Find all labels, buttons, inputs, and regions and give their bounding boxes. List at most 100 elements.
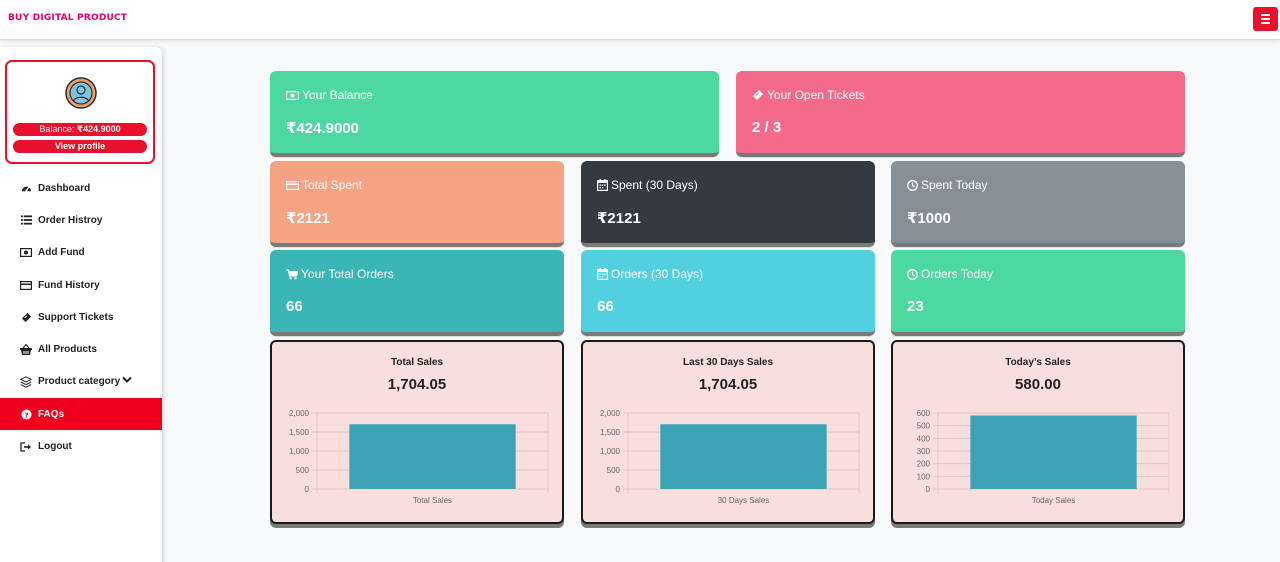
spent-30-days-value: ₹2121 [597, 210, 641, 227]
credit-card-icon [20, 279, 32, 291]
y-tick-label: 1,500 [289, 428, 310, 437]
y-tick-label: 1,500 [600, 428, 621, 437]
y-tick-label: 1,000 [289, 447, 310, 456]
chart-bar [349, 424, 516, 489]
sidebar-item-order-history[interactable]: Order Histroy [0, 204, 162, 236]
todays-sales-chart: 0 100 200 300 400 500 600 Today Sales [917, 409, 1170, 505]
y-tick-label: 0 [616, 485, 621, 494]
money-icon [286, 90, 299, 100]
card-label: Your Total Orders [301, 267, 394, 281]
ticket-icon [753, 90, 763, 100]
open-tickets-card[interactable]: Your Open Tickets 2 / 3 [736, 71, 1185, 157]
orders-30-days-card[interactable]: Orders (30 Days) 66 [581, 250, 875, 336]
question-circle-icon: ? [20, 408, 32, 420]
tachometer-icon [20, 182, 32, 194]
total-sales-chart-card: Total Sales 1,704.05 0 500 1,000 1,500 2,000… [270, 340, 564, 524]
total-spent-value: ₹2121 [286, 210, 330, 227]
chevron-down-icon[interactable] [122, 376, 132, 387]
sidebar-item-label: Dashboard [38, 182, 91, 194]
sidebar-item-label: All Products [38, 344, 97, 356]
total-spent-card[interactable]: Total Spent ₹2121 [270, 161, 564, 247]
chart-title: Total Sales [390, 357, 444, 368]
user-avatar-icon [65, 77, 97, 109]
card-label: Your Balance [302, 88, 373, 102]
x-tick-label: 30 Days Sales [718, 496, 770, 505]
chart-value: 1,704.05 [387, 376, 447, 393]
sidebar-item-add-fund[interactable]: Add Fund [0, 237, 162, 269]
sidebar-item-product-category[interactable]: Product category [0, 366, 162, 398]
total-sales-chart: 0 500 1,000 1,500 2,000 Total Sales [289, 409, 549, 505]
orders-today-value: 23 [907, 298, 924, 315]
orders-today-card[interactable]: Orders Today 23 [891, 250, 1185, 336]
card-label: Orders (30 Days) [611, 267, 704, 281]
open-tickets-value: 2 / 3 [752, 119, 782, 136]
y-tick-label: 600 [917, 409, 931, 418]
money-icon [20, 247, 32, 259]
sidebar-item-label: Fund History [38, 279, 100, 291]
svg-text:?: ? [24, 410, 28, 419]
y-tick-label: 500 [296, 466, 310, 475]
y-tick-label: 0 [926, 485, 931, 494]
top-navbar: BUY DIGITAL PRODUCT [0, 0, 1280, 40]
card-label: Spent Today [921, 178, 988, 192]
sidebar: Balance: ₹424.9000 View profile Dashboar… [0, 47, 162, 562]
y-tick-label: 300 [917, 447, 931, 456]
sidebar-item-faqs[interactable]: ? FAQs [0, 398, 162, 431]
chart-value: 1,704.05 [698, 376, 758, 393]
sidebar-item-label: Support Tickets [38, 311, 114, 323]
brand-logo[interactable]: BUY DIGITAL PRODUCT [8, 13, 128, 23]
spent-today-value: ₹1000 [907, 210, 951, 227]
balance-label: Balance: [39, 124, 77, 134]
sidebar-item-all-products[interactable]: All Products [0, 333, 162, 365]
x-tick-label: Today Sales [1032, 496, 1076, 505]
y-tick-label: 100 [917, 472, 931, 481]
view-profile-button[interactable]: View profile [13, 140, 147, 153]
sidebar-item-support-tickets[interactable]: Support Tickets [0, 301, 162, 333]
orders-30-days-value: 66 [597, 298, 614, 315]
clock-icon [907, 179, 918, 191]
clock-icon [907, 268, 918, 280]
sidebar-item-label: Product category [38, 376, 121, 388]
total-orders-card[interactable]: Your Total Orders 66 [270, 250, 564, 336]
sidebar-item-dashboard[interactable]: Dashboard [0, 172, 162, 204]
card-label: Total Spent [302, 178, 363, 192]
ticket-icon [20, 311, 32, 323]
y-tick-label: 1,000 [600, 447, 621, 456]
y-tick-label: 400 [917, 434, 931, 443]
balance-card[interactable]: Your Balance ₹424.9000 [270, 71, 719, 157]
chart-value: 580.00 [1015, 376, 1061, 393]
sidebar-item-label: FAQs [38, 408, 65, 420]
chart-title: Today’s Sales [1005, 357, 1071, 368]
sidebar-item-fund-history[interactable]: Fund History [0, 269, 162, 301]
y-tick-label: 2,000 [289, 409, 310, 418]
calendar-icon [597, 179, 608, 191]
list-icon [20, 214, 32, 226]
sidebar-item-label: Add Fund [38, 247, 85, 259]
calendar-icon [597, 268, 608, 280]
sign-out-icon [20, 441, 32, 453]
chart-bar [660, 424, 827, 489]
sidebar-item-label: Logout [38, 441, 72, 453]
x-tick-label: Total Sales [413, 496, 452, 505]
spent-today-card[interactable]: Spent Today ₹1000 [891, 161, 1185, 247]
credit-card-icon [286, 180, 299, 190]
sidebar-nav: Dashboard Order Histroy Add Fund Fund Hi… [0, 172, 162, 463]
layers-icon [20, 376, 32, 388]
hamburger-menu-button[interactable] [1253, 7, 1278, 31]
basket-icon [20, 344, 32, 356]
balance-value: ₹424.9000 [286, 120, 360, 137]
cart-icon [286, 269, 298, 279]
balance-pill: Balance: ₹424.9000 [13, 123, 147, 136]
y-tick-label: 500 [607, 466, 621, 475]
chart-title: Last 30 Days Sales [682, 357, 774, 368]
todays-sales-chart-card: Today’s Sales 580.00 0 100 200 300 400 500 600… [891, 340, 1185, 524]
card-label: Spent (30 Days) [611, 178, 698, 192]
spent-30-days-card[interactable]: Spent (30 Days) ₹2121 [581, 161, 875, 247]
y-tick-label: 500 [917, 422, 931, 431]
total-orders-value: 66 [286, 298, 303, 315]
y-tick-label: 200 [917, 460, 931, 469]
balance-value: ₹424.9000 [76, 124, 121, 134]
last-30-days-sales-chart-card: Last 30 Days Sales 1,704.05 0 500 1,000 1,5… [581, 340, 875, 524]
sidebar-item-logout[interactable]: Logout [0, 430, 162, 462]
y-tick-label: 0 [305, 485, 310, 494]
